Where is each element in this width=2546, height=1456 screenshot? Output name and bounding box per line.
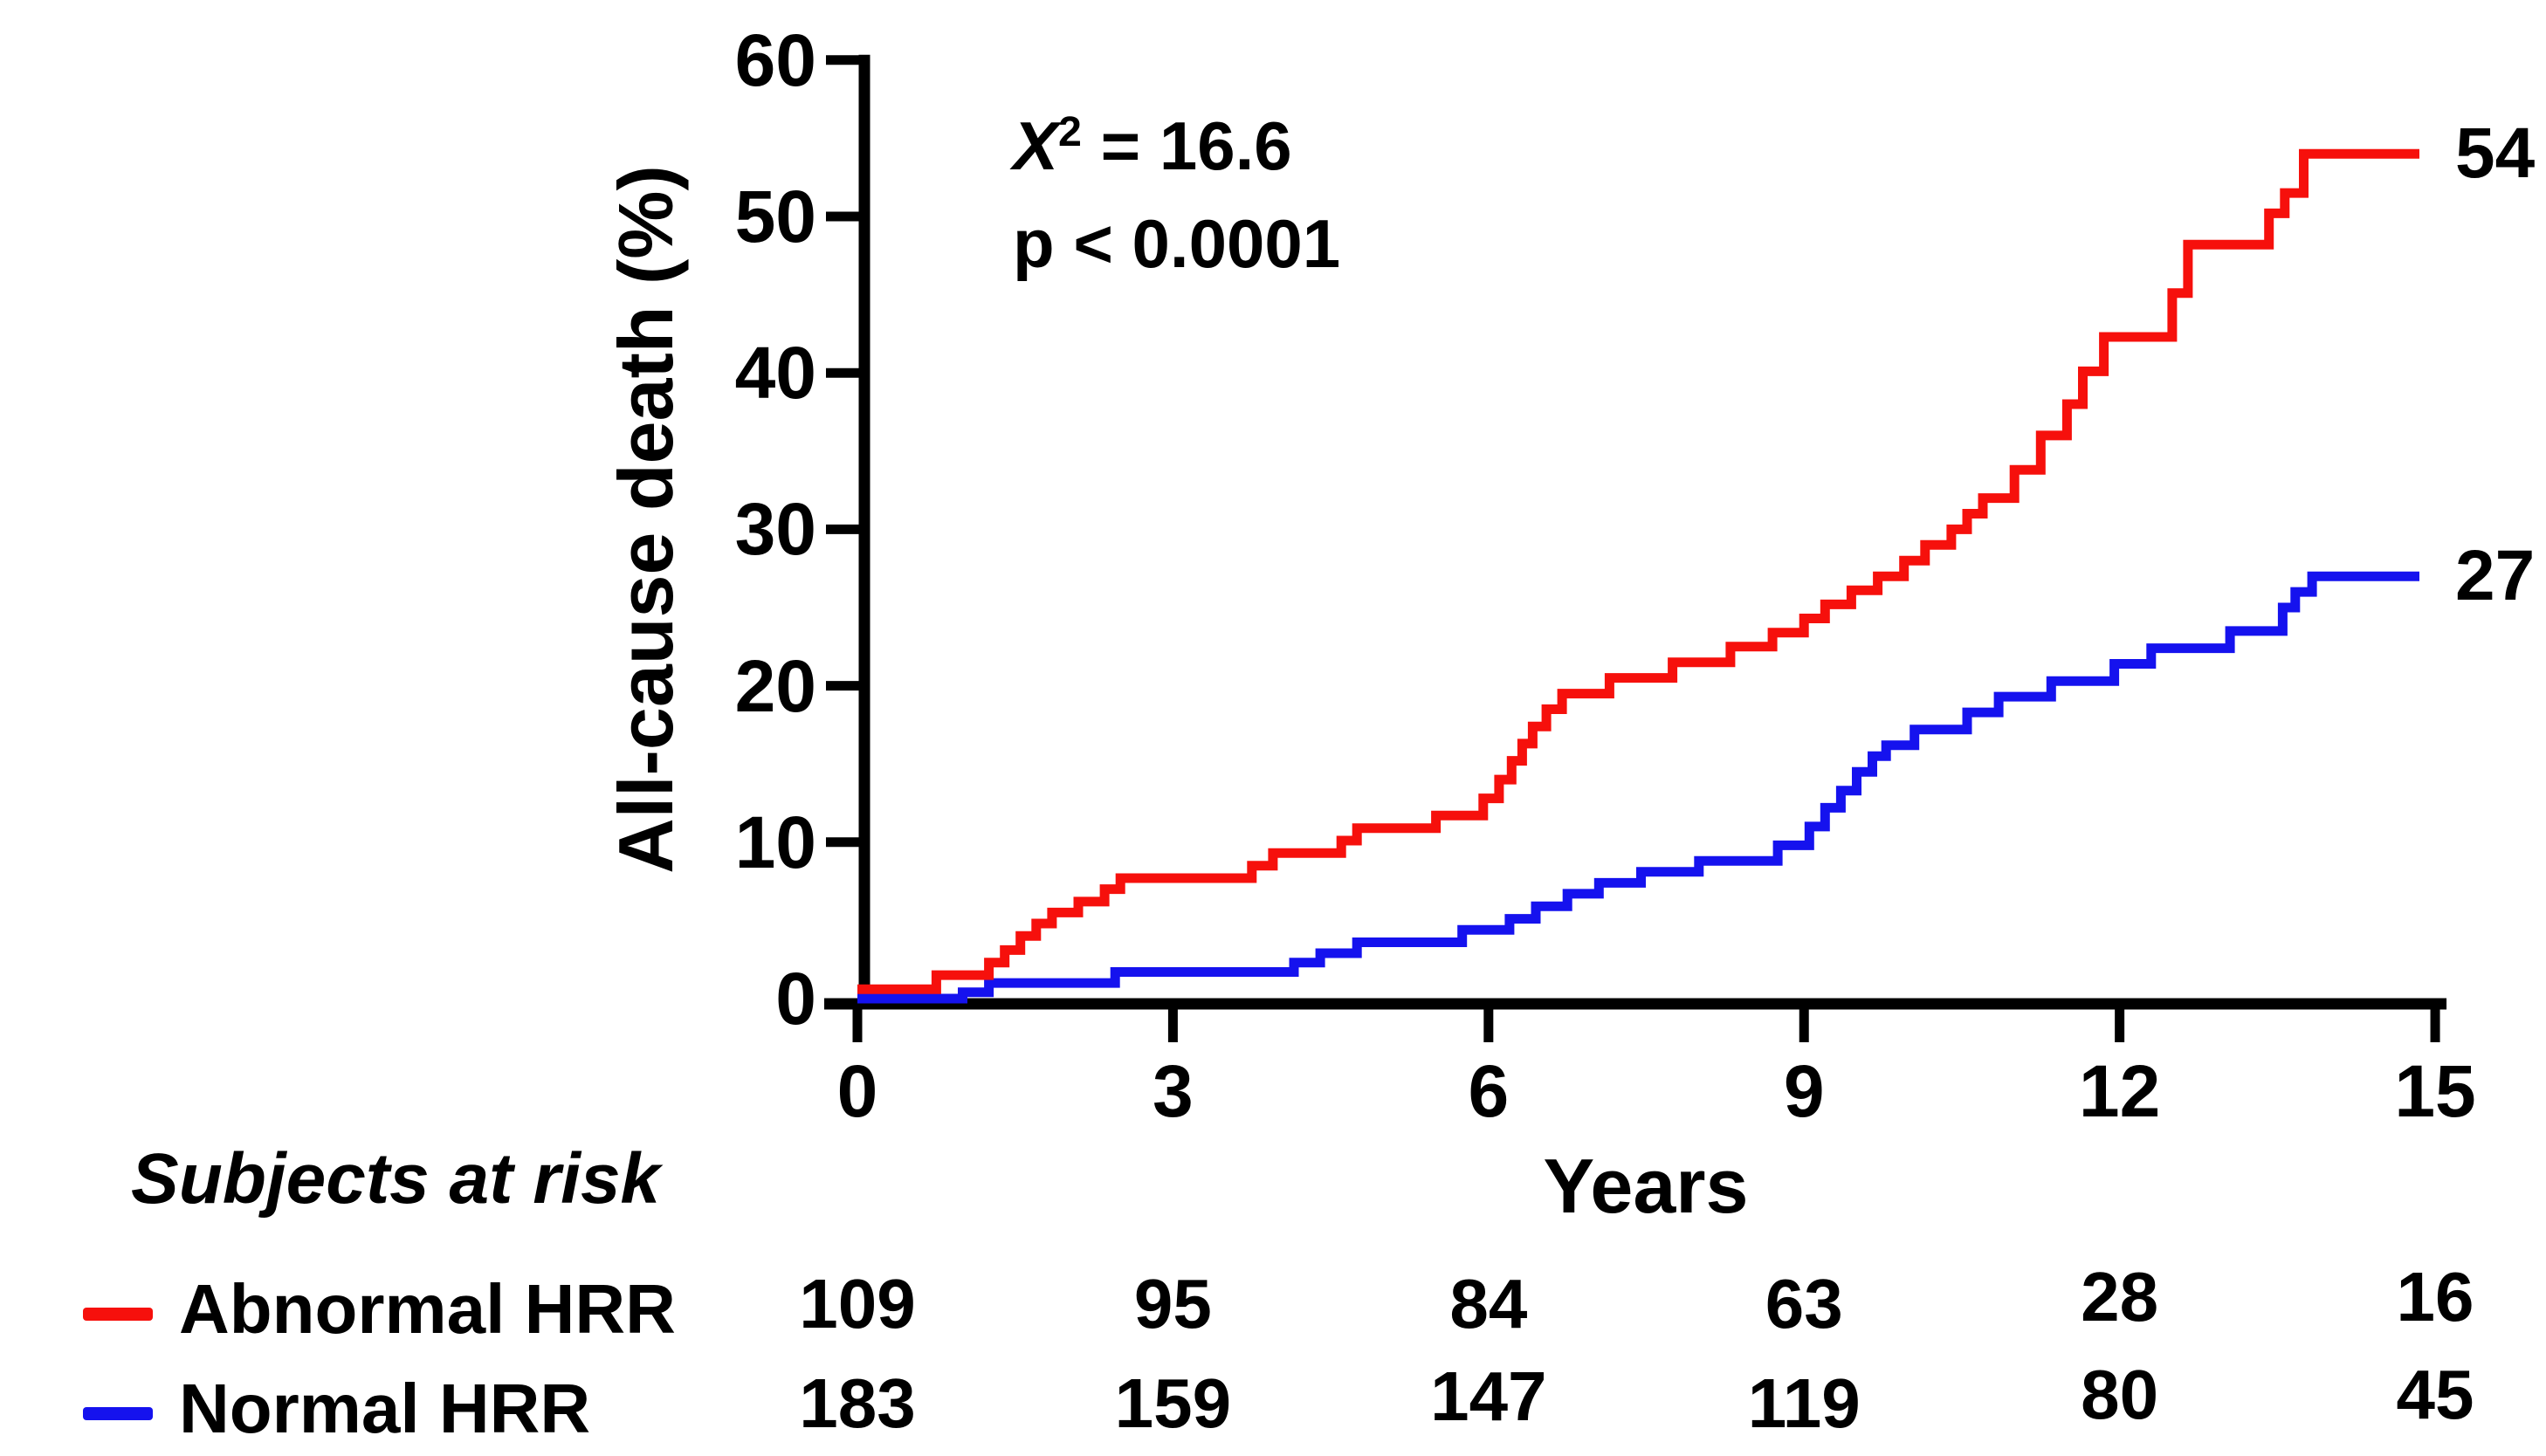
risk-count: 95 (1133, 1265, 1212, 1343)
x-axis-title: Years (1543, 1143, 1749, 1229)
normal-hrr-legend-label: Normal HRR (179, 1370, 591, 1447)
y-tick-label-50: 50 (734, 175, 816, 258)
x-tick-label-9: 9 (1783, 1050, 1825, 1132)
x-tick-label-15: 15 (2394, 1050, 2476, 1132)
risk-count: 28 (2081, 1258, 2159, 1336)
axes (824, 54, 2447, 1042)
abnormal-curve-end-label: 54 (2455, 113, 2536, 194)
risk-count: 16 (2396, 1258, 2474, 1336)
x-tick-label-12: 12 (2078, 1050, 2161, 1132)
y-axis-title: All-cause death (%) (602, 165, 689, 874)
y-tick-label-60: 60 (734, 18, 816, 101)
chi-square-annotation: X2 = 16.6 (1013, 98, 1292, 180)
risk-count: 63 (1765, 1265, 1843, 1343)
x-tick-label-0: 0 (836, 1050, 878, 1132)
normal-hrr-curve (857, 571, 2419, 1004)
risk-table-title: Subjects at risk (131, 1139, 661, 1219)
y-tick-label-40: 40 (734, 332, 816, 415)
x-tick-label-6: 6 (1468, 1050, 1510, 1132)
abnormal-hrr-legend-swatch (83, 1308, 153, 1321)
x-tick-label-3: 3 (1153, 1050, 1194, 1132)
risk-count: 159 (1114, 1364, 1232, 1442)
abnormal-hrr-legend-label: Abnormal HRR (179, 1270, 676, 1348)
chi-exponent: 2 (1058, 108, 1082, 155)
y-tick-label-10: 10 (734, 800, 816, 883)
normal-curve-end-label: 27 (2455, 536, 2536, 616)
y-tick-label-20: 20 (734, 644, 816, 727)
risk-count: 80 (2081, 1356, 2159, 1433)
risk-count: 109 (799, 1265, 916, 1343)
risk-count: 45 (2396, 1356, 2474, 1433)
chi-symbol: X (1013, 107, 1059, 184)
risk-count: 147 (1430, 1357, 1547, 1435)
chi-value: = 16.6 (1081, 107, 1292, 184)
risk-count: 183 (799, 1364, 916, 1442)
risk-count: 84 (1449, 1265, 1528, 1343)
p-value-annotation: p < 0.0001 (1013, 205, 1341, 282)
risk-count: 119 (1747, 1364, 1861, 1442)
abnormal-hrr-curve (857, 148, 2419, 994)
y-tick-label-0: 0 (775, 958, 816, 1040)
normal-hrr-legend-swatch (83, 1407, 153, 1420)
y-tick-label-30: 30 (734, 488, 816, 571)
